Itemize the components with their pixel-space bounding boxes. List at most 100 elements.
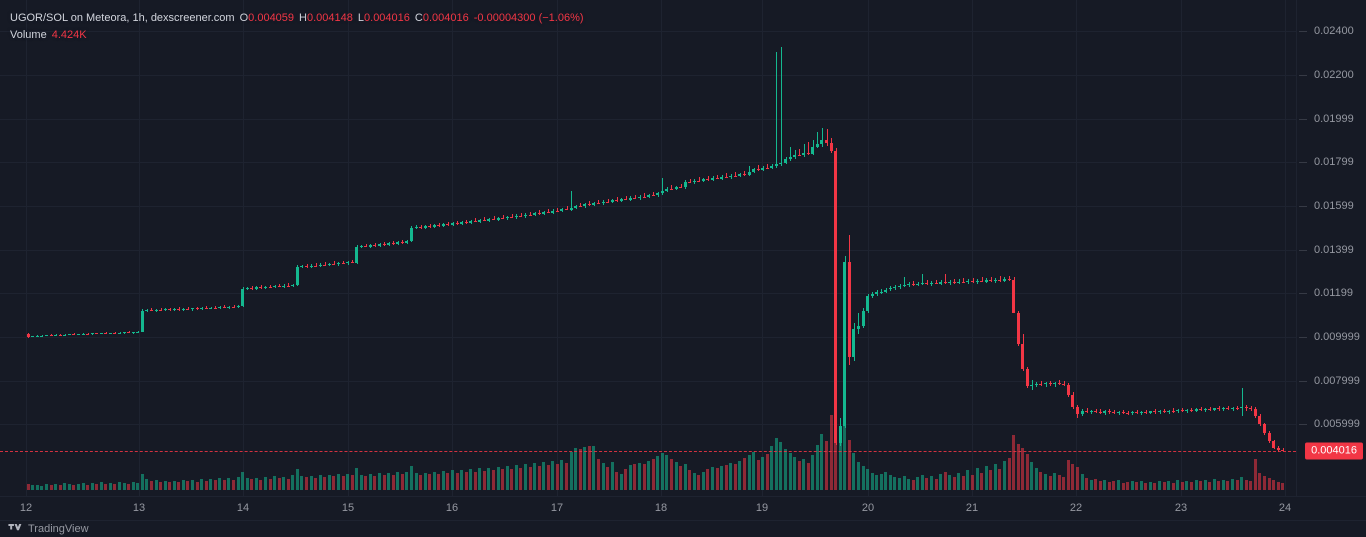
volume-bar — [802, 459, 806, 490]
candle-body — [473, 221, 477, 223]
volume-bar — [423, 472, 427, 490]
candle-body — [583, 204, 587, 207]
volume-bar — [195, 481, 199, 490]
candle-body — [747, 171, 751, 175]
symbol-title[interactable]: UGOR/SOL on Meteora, 1h, dexscreener.com — [10, 12, 235, 24]
candle-body — [200, 308, 204, 309]
volume-bar — [1112, 480, 1116, 490]
candle-body — [1221, 408, 1225, 410]
volume-bar — [510, 468, 514, 490]
candle-body — [834, 150, 838, 443]
candle-body — [574, 205, 578, 208]
candle-body — [952, 281, 956, 283]
volume-bar — [177, 481, 181, 490]
candle-body — [514, 215, 518, 218]
volume-bar — [1258, 472, 1262, 490]
volume-bar — [387, 472, 391, 490]
candle-wick — [494, 216, 495, 221]
candle-body — [861, 310, 865, 327]
candle-body — [378, 244, 382, 246]
candle-body — [1112, 412, 1116, 414]
volume-bar — [63, 483, 67, 490]
candle-body — [1158, 410, 1162, 413]
candle-body — [683, 181, 687, 188]
candle-body — [1066, 384, 1070, 395]
volume-bar — [168, 482, 172, 490]
candle-body — [268, 286, 272, 288]
volume-bar — [245, 477, 249, 490]
time-scale[interactable]: 12 13 14 15 16 17 18 19 20 21 22 23 24 — [0, 496, 1366, 520]
candle-body — [902, 284, 906, 286]
vertical-gridline — [348, 0, 349, 496]
volume-bar — [692, 472, 696, 490]
volume-bar — [907, 478, 911, 490]
candle-body — [76, 334, 80, 336]
volume-value: 4.424K — [51, 29, 87, 41]
candle-body — [131, 332, 135, 334]
candle-wick — [270, 284, 271, 289]
volume-bar — [437, 473, 441, 490]
candle-wick — [1064, 381, 1065, 387]
candle-wick — [954, 278, 955, 284]
candle-wick — [512, 213, 513, 219]
candle-body — [1021, 344, 1025, 370]
candle-wick — [375, 242, 376, 247]
price-scale[interactable]: 0.02400 0.02200 0.01999 0.01799 0.01599 0.013… — [1296, 0, 1366, 496]
volume-bar — [95, 484, 99, 490]
candle-wick — [904, 276, 905, 288]
volume-bar — [400, 474, 404, 490]
time-axis-tick: 15 — [341, 502, 355, 514]
candle-body — [149, 310, 153, 312]
volume-bar — [893, 476, 897, 490]
volume-bar — [140, 473, 144, 490]
candle-wick — [179, 307, 180, 311]
candle-body — [127, 332, 131, 334]
candle-body — [1189, 409, 1193, 411]
volume-bar — [26, 484, 30, 490]
candle-body — [168, 309, 172, 311]
vertical-gridline — [557, 0, 558, 496]
candle-body — [428, 226, 432, 228]
candle-wick — [352, 259, 353, 264]
time-axis-tick: 18 — [654, 502, 668, 514]
volume-bar — [797, 461, 801, 490]
candle-wick — [161, 308, 162, 311]
candle-body — [446, 224, 450, 226]
candle-body — [925, 283, 929, 285]
candle-wick — [393, 240, 394, 245]
candle-wick — [316, 263, 317, 267]
candle-body — [1016, 312, 1020, 345]
candle-body — [688, 181, 692, 183]
volume-bar — [227, 478, 231, 490]
chart-plot-area[interactable] — [0, 0, 1296, 496]
candle-body — [90, 333, 94, 335]
candle-body — [656, 193, 660, 196]
candle-body — [829, 143, 833, 151]
volume-bar — [181, 479, 185, 490]
volume-label: Volume — [10, 29, 47, 41]
candle-body — [359, 246, 363, 248]
volume-bar — [971, 474, 975, 490]
volume-bar — [806, 463, 810, 490]
volume-bar — [332, 476, 336, 490]
candle-body — [136, 331, 140, 333]
candle-wick — [776, 52, 777, 168]
volume-bar — [318, 475, 322, 490]
grid-layer — [0, 0, 1296, 496]
candle-wick — [1182, 408, 1183, 413]
candle-body — [108, 333, 112, 334]
volume-bar — [291, 475, 295, 490]
candle-body — [651, 194, 655, 196]
candle-body — [99, 333, 103, 335]
volume-bar — [295, 468, 299, 490]
candle-body — [460, 222, 464, 224]
volume-bar — [172, 480, 176, 490]
candle-body — [560, 209, 564, 212]
candle-body — [186, 308, 190, 310]
volume-bar — [496, 466, 500, 490]
candle-body — [1144, 411, 1148, 413]
candle-body — [592, 202, 596, 205]
ohlc-open: O0.004059 — [239, 12, 295, 24]
candle-body — [697, 180, 701, 182]
volume-bar — [779, 441, 783, 490]
